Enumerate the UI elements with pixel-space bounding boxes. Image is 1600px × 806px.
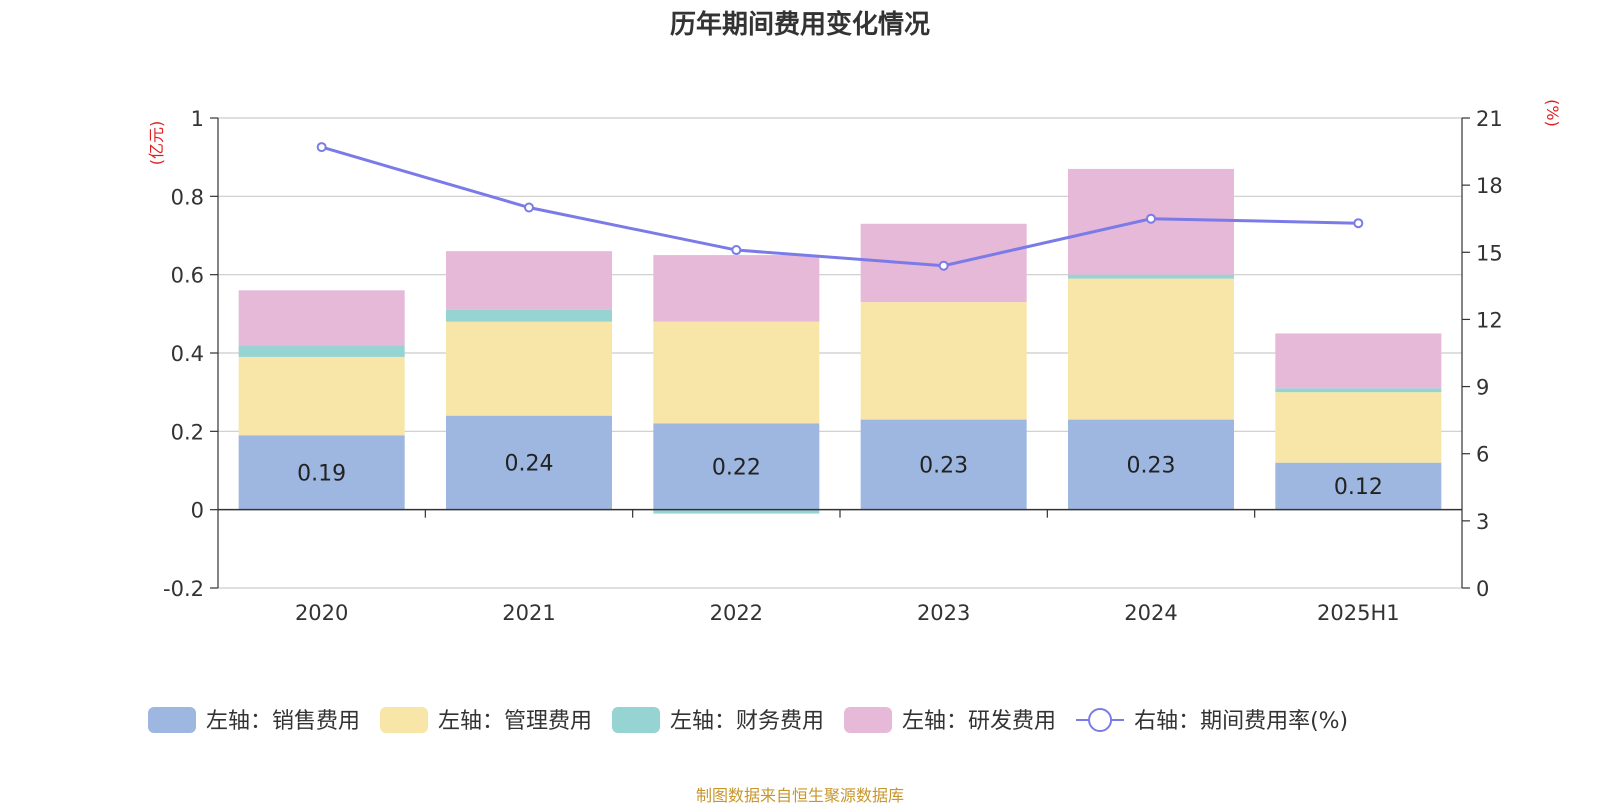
bar-rd [238,290,405,346]
right-tick-label: 21 [1476,107,1503,131]
rate-point [1353,218,1364,229]
data-label: 0.23 [919,454,968,479]
left-tick-label: 0.8 [171,185,204,209]
chart-title: 历年期间费用变化情况 [669,10,930,40]
legend-swatch-sales [148,707,196,733]
x-tick-label: 2021 [502,601,555,625]
right-tick-label: 3 [1476,510,1489,534]
right-tick-label: 9 [1476,376,1489,400]
legend-swatch-rd [844,707,893,733]
legend-label: 左轴：财务费用 [670,709,824,734]
legend-label: 左轴：管理费用 [438,709,592,734]
data-labels: 0.19 0.24 0.22 0.23 0.23 0.12 [297,452,1383,501]
data-label: 0.23 [1127,454,1176,479]
rate-line-path [321,145,1359,268]
legend-swatch-finance [612,707,661,733]
bar-sales [1275,462,1442,510]
bar-admin [1275,392,1442,463]
bar-finance [238,345,405,357]
data-label: 0.22 [712,456,761,481]
data-label: 0.24 [505,452,554,477]
bar-admin [860,302,1027,420]
right-tick-label: 18 [1476,174,1503,198]
left-tick-label: 1 [191,107,204,131]
bar-finance [653,509,820,514]
data-label: 0.12 [1334,475,1383,500]
left-tick-label: -0.2 [163,577,204,601]
bar-rd [653,255,820,322]
right-tick-label: 15 [1476,241,1503,265]
legend-swatch-admin [380,707,429,733]
rate-point [938,260,949,271]
x-tick-label: 2023 [917,601,970,625]
right-tick-label: 12 [1476,308,1503,332]
rate-point [316,142,327,153]
left-tick-label: 0.4 [171,342,204,366]
x-tick-label: 2020 [295,601,348,625]
bar-sales [1068,419,1234,510]
left-tick-label: 0 [191,499,204,523]
bar-admin [238,356,405,436]
legend-label: 左轴：销售费用 [206,709,360,734]
axes: -0.2 0 0.2 0.4 0.6 0.8 1 0 3 6 9 12 15 18 21 (亿元) (%) 202… [147,99,1562,625]
left-unit-label: (亿元) [147,121,166,166]
legend-swatch-marker [1088,708,1113,732]
bars [238,168,1442,514]
rate-point [731,245,742,256]
legend-label: 左轴：研发费用 [902,709,1056,734]
right-tick-label: 6 [1476,443,1489,467]
bar-sales [653,423,820,510]
legend-label: 右轴：期间费用率(%) [1134,709,1348,734]
data-label: 0.19 [297,461,346,486]
left-tick-label: 0.2 [171,420,204,444]
bar-sales [860,419,1027,510]
bar-sales [238,435,405,510]
source-note: 制图数据来自恒生聚源数据库 [695,786,904,805]
bar-sales [446,415,612,510]
right-unit-label: (%) [1543,99,1562,127]
right-tick-label: 0 [1476,577,1489,601]
x-tick-label: 2025H1 [1317,601,1400,625]
rate-line [316,142,1364,271]
bar-finance [446,309,612,322]
bar-rd [1275,333,1442,389]
bar-rd [446,251,612,310]
gridlines [218,117,1462,589]
legend: 左轴：销售费用 左轴：管理费用 左轴：财务费用 左轴：研发费用 右轴：期间费用率(%) [148,707,1348,734]
left-tick-label: 0.6 [171,264,204,288]
bar-admin [1068,278,1234,420]
bar-admin [653,321,820,424]
x-tick-label: 2022 [710,601,763,625]
rate-point [1146,213,1156,224]
bar-finance [1275,388,1442,393]
rate-point [524,202,534,213]
bar-admin [446,321,612,416]
x-tick-label: 2024 [1124,601,1177,625]
bar-finance [1068,274,1234,279]
